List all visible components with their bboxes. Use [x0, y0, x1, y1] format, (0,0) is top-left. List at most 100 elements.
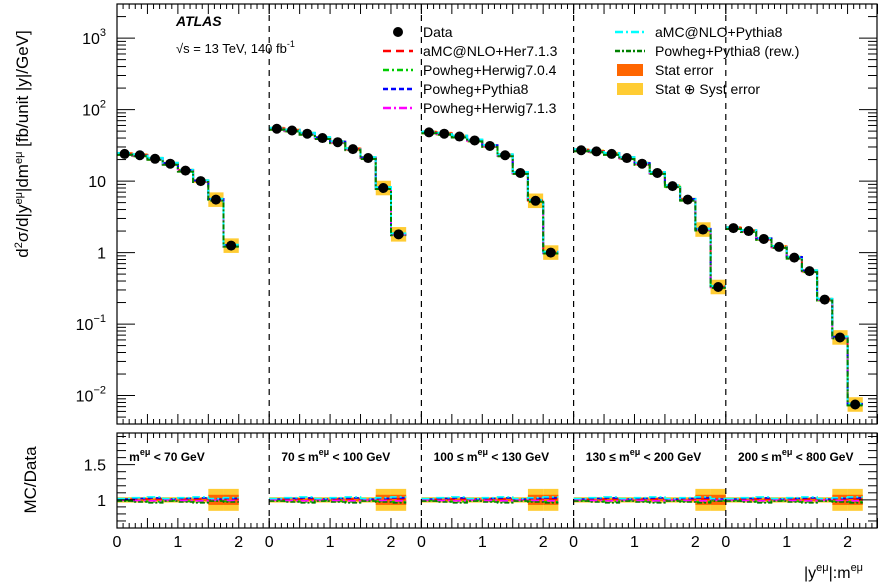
region-label-sup: eμ: [630, 447, 641, 457]
luminosity-exponent: -1: [287, 39, 295, 49]
data-point-3-6: [667, 181, 678, 192]
x-tick-label: 1: [782, 534, 791, 551]
y-tick-base: 10: [82, 31, 100, 48]
x-tick-label: 0: [569, 534, 578, 551]
data-point-2-5: [500, 150, 511, 161]
y-tick-base: 1: [97, 246, 106, 263]
ratio-stat-2-5: [497, 498, 513, 502]
bottom-y-axis-title: MC/Data: [21, 446, 40, 514]
y-tick-base: 10: [82, 103, 100, 120]
ratio-line-2-3: [421, 499, 559, 502]
legend: Data aMC@NLO+Her7.1.3 Powheg+Herwig7.0.4 Po…: [383, 24, 799, 116]
data-point-2-4: [484, 140, 495, 151]
legend-box-7: [617, 64, 643, 76]
ratio-stat-4-8: [847, 494, 863, 505]
ratio-line-3-5: [573, 500, 726, 504]
mc-line-2-5: [421, 132, 559, 255]
x-axis-title: |yeμ|:meμ: [804, 562, 863, 582]
data-point-4-5: [804, 266, 815, 277]
y-tick-label: 102: [82, 99, 106, 120]
y-tick-label: 10: [88, 174, 106, 191]
y-tick-exponent: 2: [100, 99, 106, 111]
y-tick-exponent: 3: [100, 27, 106, 39]
data-point-1-0: [271, 123, 282, 134]
x-tick-label: 0: [721, 534, 730, 551]
ratio-line-3-4: [573, 496, 726, 500]
data-point-2-2: [454, 131, 465, 142]
mc-line-4-5: [725, 228, 863, 407]
data-point-1-4: [332, 137, 343, 148]
data-point-0-3: [165, 158, 176, 169]
ratio-stat-4-5: [801, 498, 818, 502]
label-layer: meμ < 70 GeV 70 ≤ meμ < 100 GeV 100 ≤ meμ …: [76, 27, 854, 551]
region-label-1: 70 ≤ meμ < 100 GeV: [281, 447, 390, 464]
ratio-stat-2-2: [451, 498, 468, 502]
ratio-line-4-4: [725, 496, 863, 500]
data-point-3-7: [682, 194, 693, 205]
region-label-sup: eμ: [478, 447, 489, 457]
ratio-line-0-3: [117, 499, 239, 502]
data-point-3-0: [576, 145, 587, 156]
ratio-y-tick-label: 1: [97, 493, 106, 510]
ratio-panel-frame: [116, 432, 878, 529]
region-label-text: < 130 GeV: [488, 450, 549, 464]
ratio-line-4-3: [725, 499, 863, 502]
x-tick-label: 2: [691, 534, 700, 551]
region-label-sup: eμ: [319, 447, 330, 457]
data-point-0-2: [150, 153, 161, 164]
region-label-2: 100 ≤ meμ < 130 GeV: [434, 447, 550, 464]
legend-label-0: Data: [423, 24, 453, 40]
data-point-4-6: [819, 294, 830, 305]
x-tick-label: 2: [387, 534, 396, 551]
legend-label-7: Stat error: [655, 62, 714, 78]
data-point-0-5: [195, 176, 206, 187]
legend-label-3: Powheg+Pythia8: [423, 81, 529, 97]
data-point-1-3: [317, 133, 328, 144]
region-label-text: m: [129, 450, 140, 464]
data-point-0-0: [119, 148, 130, 159]
top-panel-frame: [116, 3, 878, 425]
data-point-layer: [119, 123, 861, 410]
y-tick-exponent: −2: [93, 385, 106, 397]
data-point-2-7: [530, 195, 541, 206]
ratio-y-tick-label: 1.5: [84, 458, 106, 475]
legend-label-8: Stat ⊕ Syst error: [655, 81, 760, 97]
region-label-0: meμ < 70 GeV: [129, 447, 205, 464]
x-tick-label: 1: [326, 534, 335, 551]
legend-label-5: aMC@NLO+Pythia8: [655, 24, 783, 40]
mc-line-3-4: [573, 148, 726, 288]
ratio-stat-1-5: [345, 498, 361, 502]
data-point-3-4: [637, 158, 648, 169]
mc-line-2-1: [421, 132, 559, 255]
data-point-4-3: [774, 241, 785, 252]
region-label-3: 130 ≤ meμ < 200 GeV: [586, 447, 702, 464]
region-label-text: 100 ≤ m: [434, 450, 478, 464]
y-tick-label: 103: [82, 27, 106, 48]
data-point-3-9: [713, 281, 724, 292]
data-point-3-5: [652, 167, 663, 178]
ratio-line-3-3: [573, 499, 726, 502]
x-tick-label: 1: [478, 534, 487, 551]
x-tick-label: 0: [113, 534, 122, 551]
y-tick-label: 1: [97, 246, 106, 263]
luminosity-label: √s = 13 TeV, 140 fb-1: [176, 39, 295, 56]
x-tick-label: 1: [630, 534, 639, 551]
ratio-stat-2-8: [543, 494, 559, 505]
luminosity-text: √s = 13 TeV, 140 fb: [176, 41, 287, 56]
y-tick-label: 10−2: [76, 385, 106, 406]
ratio-line-2-4: [421, 496, 559, 500]
data-point-1-2: [302, 128, 313, 139]
region-label-4: 200 ≤ meμ < 800 GeV: [738, 447, 854, 464]
data-point-3-8: [697, 224, 708, 235]
ratio-stat-0-2: [147, 498, 163, 502]
y-tick-base: 10: [76, 317, 94, 334]
ratio-line-0-5: [117, 500, 239, 504]
legend-label-2: Powheg+Herwig7.0.4: [423, 62, 557, 78]
region-label-text: < 100 GeV: [329, 450, 390, 464]
region-label-text: 70 ≤ m: [281, 450, 318, 464]
legend-label-1: aMC@NLO+Her7.1.3: [423, 43, 558, 59]
x-tick-label: 1: [173, 534, 182, 551]
y-tick-exponent: −1: [93, 313, 106, 325]
ratio-stat-3-8: [695, 494, 711, 505]
